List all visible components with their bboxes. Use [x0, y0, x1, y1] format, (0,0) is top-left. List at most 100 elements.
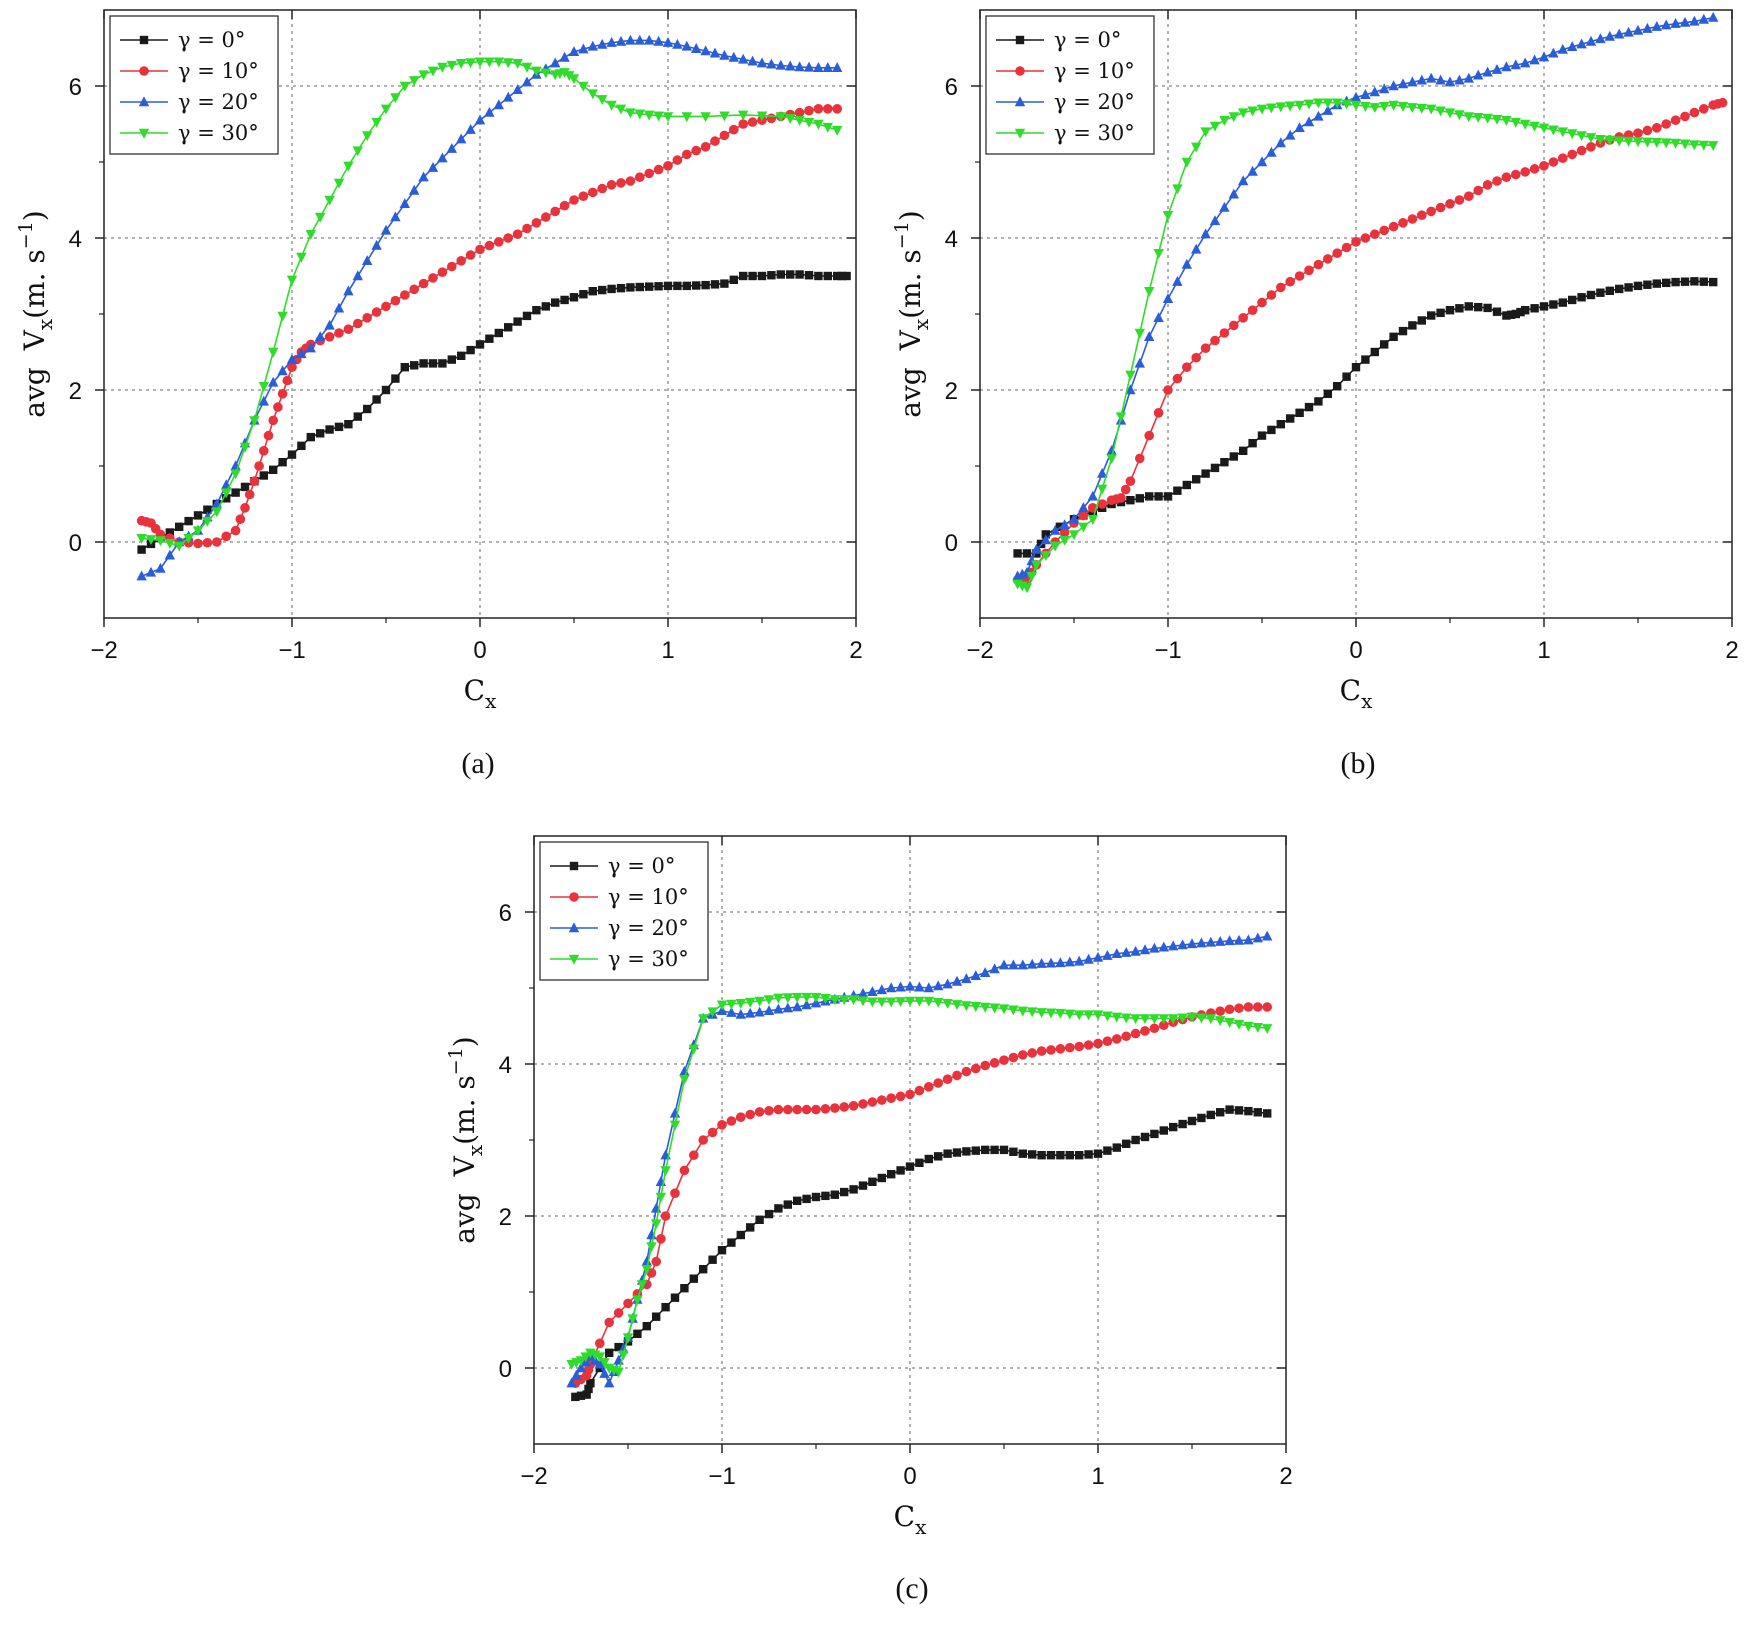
data-point: [1103, 1146, 1112, 1155]
data-point: [343, 324, 354, 335]
data-point: [719, 130, 730, 141]
data-point: [155, 562, 166, 573]
data-point: [316, 429, 325, 438]
chart-panel-a: −2 −1 0 1 2 0 2 4 6 Cx avg Vx(m. s−1) γ = 0° γ = 10°…: [15, 9, 863, 780]
legend-marker: [569, 861, 579, 871]
data-point: [615, 35, 627, 46]
data-point: [1256, 104, 1268, 115]
data-point: [1040, 551, 1051, 561]
data-point: [1172, 184, 1183, 195]
data-point: [896, 1166, 905, 1175]
data-point: [810, 992, 822, 1003]
data-point: [708, 1255, 717, 1264]
data-point: [1361, 355, 1370, 364]
data-point: [655, 1192, 667, 1203]
legend-item: γ = 30°: [996, 121, 1135, 145]
data-point: [1144, 287, 1155, 297]
data-point: [989, 1058, 1000, 1068]
data-point: [1360, 89, 1371, 99]
data-point: [710, 280, 720, 289]
data-point: [287, 450, 297, 459]
data-point: [1435, 74, 1446, 85]
data-point: [466, 345, 475, 355]
data-point: [726, 1007, 737, 1017]
data-point: [400, 363, 409, 372]
data-point: [1624, 283, 1633, 292]
data-point: [1196, 1013, 1207, 1024]
data-point: [1177, 1013, 1188, 1024]
data-point: [904, 996, 916, 1007]
data-point: [747, 55, 758, 66]
data-point: [268, 376, 279, 387]
data-point: [618, 1350, 629, 1361]
data-point: [263, 430, 274, 441]
data-point: [315, 212, 326, 223]
y-tick-label: 6: [69, 74, 82, 101]
data-point: [606, 36, 617, 47]
data-point: [1045, 1008, 1057, 1019]
data-point: [1191, 243, 1202, 254]
data-point: [595, 1338, 605, 1349]
data-point: [801, 992, 812, 1003]
data-point: [1294, 100, 1305, 111]
data-point: [830, 1190, 839, 1199]
data-point: [745, 1109, 755, 1120]
data-point: [493, 99, 504, 110]
data-point: [1407, 214, 1418, 224]
data-point: [447, 355, 456, 364]
data-point: [1276, 282, 1286, 293]
data-point: [786, 270, 795, 279]
data-point: [1097, 467, 1108, 478]
data-point: [597, 95, 608, 105]
data-point: [381, 385, 391, 395]
data-point: [1205, 936, 1216, 947]
data-point: [1586, 142, 1596, 152]
data-point: [1102, 1011, 1113, 1022]
data-point: [832, 104, 842, 114]
data-point: [1200, 228, 1211, 239]
legend-label: γ = 20°: [178, 90, 259, 114]
data-point: [1576, 38, 1587, 49]
data-point: [541, 212, 551, 222]
data-point: [1149, 1023, 1160, 1034]
data-point: [707, 1007, 718, 1018]
legend-box: [985, 15, 1155, 155]
data-point: [626, 283, 635, 292]
data-point: [277, 389, 288, 399]
data-point: [494, 328, 503, 338]
data-point: [324, 195, 335, 206]
data-point: [1168, 940, 1179, 951]
data-point: [1595, 33, 1606, 44]
data-point: [1679, 139, 1691, 150]
data-point: [259, 446, 269, 456]
data-point: [1027, 1048, 1037, 1058]
legend-box: [539, 841, 709, 981]
data-point: [1050, 524, 1061, 535]
data-point: [1577, 293, 1586, 302]
data-point: [353, 318, 363, 329]
data-point: [1097, 484, 1108, 495]
data-point: [757, 271, 767, 281]
data-point: [923, 996, 934, 1007]
data-point: [244, 489, 255, 500]
data-point: [1473, 112, 1484, 123]
data-point: [1153, 249, 1164, 259]
data-point: [801, 999, 812, 1010]
data-point: [456, 255, 467, 266]
legend-marker: [139, 35, 149, 45]
data-point: [559, 68, 570, 79]
data-point: [886, 982, 897, 993]
data-point: [1407, 103, 1418, 113]
series-3: [1012, 98, 1719, 594]
data-point: [876, 997, 887, 1008]
data-point: [1055, 1044, 1066, 1054]
data-point: [145, 535, 157, 546]
data-point: [1369, 86, 1380, 97]
data-point: [599, 1368, 610, 1378]
data-point: [305, 342, 316, 353]
data-point: [980, 1060, 990, 1071]
data-point: [221, 531, 231, 542]
data-point: [1139, 1014, 1151, 1025]
data-point: [641, 1265, 652, 1275]
data-point: [1078, 502, 1089, 512]
